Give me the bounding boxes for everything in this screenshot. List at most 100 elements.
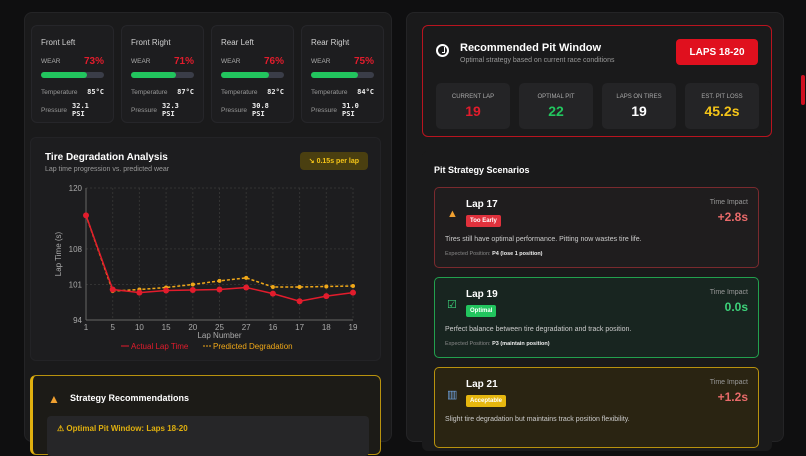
pit-stat: OPTIMAL PIT 22 [519,83,593,129]
wear-label: WEAR [221,58,241,65]
scenarios-title: Pit Strategy Scenarios [434,165,530,175]
wear-value: 76% [263,56,284,67]
x-tick-label: 18 [322,323,331,332]
wear-bar [41,72,104,78]
temperature-label: Temperature [41,88,78,96]
data-point [244,275,249,280]
scenario-badge: Optimal [466,305,497,317]
x-tick-label: 10 [135,323,144,332]
scenario-badge: Too Early [466,215,501,227]
degradation-card: 1 5 10 15 20 25 27 16 17 18 19 94 101 108 120 Lap Numbe… [30,137,381,361]
stat-label: EST. PIT LOSS [701,94,743,100]
left-panel: Front Left WEAR 73% Temperature 85°C Press… [24,12,392,456]
wear-value: 71% [173,56,194,67]
trending-down-icon: ↘ [308,158,315,165]
pressure-value: 32.3 PSI [162,102,179,118]
recommendation-item: ⚠ Optimal Pit Window: Laps 18-20 [47,416,369,456]
wear-label: WEAR [131,58,151,65]
right-panel: Recommended Pit Window Optimal strategy … [406,12,784,451]
stat-label: CURRENT LAP [451,94,495,100]
x-axis-label: Lap Number [197,331,241,340]
temperature-value: 82°C [267,88,284,96]
data-point [216,286,223,293]
time-impact-label: Time Impact [709,199,748,206]
pit-strategy-scenarios: Pit Strategy Scenarios ▲ Lap 17 Too Earl… [422,151,772,451]
temperature-value: 84°C [357,88,374,96]
x-tick-label: 19 [349,323,358,332]
strategy-title: Strategy Recommendations [70,393,190,403]
scenario-description: Slight tire degradation but maintains tr… [445,416,630,423]
pit-stat: EST. PIT LOSS 45.2s [685,83,759,129]
y-tick-label: 94 [73,316,82,325]
data-point [163,287,170,294]
pit-window-card: Recommended Pit Window Optimal strategy … [422,25,772,137]
stopwatch-icon [436,44,449,57]
pressure-label: Pressure [41,106,68,114]
pit-window-title: Recommended Pit Window [460,42,602,54]
scenario-lap: Lap 19 [466,289,498,300]
data-point [190,282,195,287]
stat-value: 19 [465,103,481,119]
wear-bar [131,72,194,78]
scenario-card[interactable]: ▲ Lap 17 Too Early Time Impact +2.8s Tir… [434,187,759,268]
x-tick-label: 16 [268,323,277,332]
pressure-label: Pressure [221,106,248,114]
scrollbar[interactable] [801,75,805,105]
x-tick-label: 25 [215,323,224,332]
wear-bar-fill [131,72,176,78]
legend-label: Predicted Degradation [213,342,293,351]
pit-laps-badge: LAPS 18-20 [676,39,758,65]
pressure-label: Pressure [311,106,338,114]
check-icon: ☑ [447,299,457,311]
stat-value: 45.2s [704,103,740,119]
scenario-card[interactable]: ▥ Lap 21 Acceptable Time Impact +1.2s Sl… [434,367,759,448]
stat-label: LAPS ON TIRES [616,94,662,100]
data-point [269,290,276,297]
pressure-value: 32.1 PSI [72,102,89,118]
scenario-description: Tires still have optimal performance. Pi… [445,236,642,243]
data-point [297,285,302,289]
pressure-value: 31.0 PSI [342,102,359,118]
tire-name: Front Left [41,38,76,47]
tire-card: Rear Left WEAR 76% Temperature 82°C Pressu… [211,25,294,123]
stat-value: 19 [631,103,647,119]
data-point [324,284,329,289]
tire-card: Front Left WEAR 73% Temperature 85°C Press… [31,25,114,123]
degradation-rate-badge: ↘ 0.15s per lap [299,152,368,170]
data-point [270,285,275,289]
temperature-value: 85°C [87,88,104,96]
time-impact-value: +2.8s [717,210,748,224]
temperature-label: Temperature [311,88,348,96]
x-tick-label: 5 [110,323,115,332]
data-point [189,287,196,294]
data-point [109,286,116,293]
x-tick-label: 27 [242,323,251,332]
time-impact-value: +1.2s [717,390,748,404]
temperature-label: Temperature [131,88,168,96]
data-point [351,283,355,288]
wear-bar [221,72,284,78]
x-tick-label: 20 [188,323,197,332]
wear-label: WEAR [311,58,331,65]
scenario-badge: Acceptable [466,395,507,407]
time-impact-label: Time Impact [709,379,748,386]
wear-value: 75% [353,56,374,67]
warning-icon: ▲ [48,392,60,406]
strategy-recommendations: ▲ Strategy Recommendations ⚠ Optimal Pit… [30,375,381,456]
x-tick-label: 15 [162,323,171,332]
wear-label: WEAR [41,58,61,65]
pressure-value: 30.8 PSI [252,102,269,118]
wear-bar-fill [41,72,87,78]
time-impact-value: 0.0s [724,300,748,314]
pressure-label: Pressure [131,106,158,114]
pit-stat: CURRENT LAP 19 [436,83,510,129]
wear-bar-fill [311,72,359,78]
y-tick-label: 101 [69,280,83,289]
time-impact-label: Time Impact [709,289,748,296]
tire-name: Rear Left [221,38,254,47]
pit-window-subtitle: Optimal strategy based on current race c… [460,57,615,64]
tire-card: Rear Right WEAR 75% Temperature 84°C Press… [301,25,384,123]
expected-position: Expected Position: P3 (maintain position… [445,341,550,347]
scenario-card[interactable]: ☑ Lap 19 Optimal Time Impact 0.0s Perfec… [434,277,759,358]
